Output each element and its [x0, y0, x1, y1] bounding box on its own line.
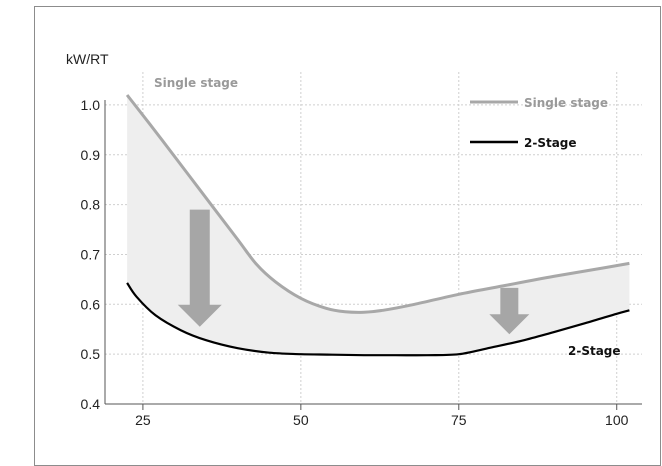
reduction-arrow	[177, 209, 222, 327]
x-tick-label: 25	[135, 412, 151, 428]
single-stage-annotation: Single stage	[154, 76, 238, 90]
y-tick-label: 0.7	[81, 246, 101, 262]
arrow-layer	[177, 209, 530, 335]
y-tick-label: 0.8	[81, 197, 101, 213]
two-stage-line	[126, 282, 630, 357]
x-tick-label: 75	[451, 412, 467, 428]
y-tick-label: 0.9	[81, 147, 101, 163]
x-tick-label: 100	[605, 412, 629, 428]
chart-canvas: 1.0 0.9 0.8 0.7 0.6 0.5 0.4 25 50 75 100 Single st…	[34, 6, 661, 466]
legend: Single stage 2-Stage	[470, 96, 608, 150]
x-tick-label: 50	[293, 412, 309, 428]
y-tick-label: 0.4	[81, 396, 101, 412]
single-stage-line	[125, 94, 630, 314]
y-tick-label: 0.6	[81, 296, 101, 312]
axis-layer: 1.0 0.9 0.8 0.7 0.6 0.5 0.4 25 50 75 100	[81, 97, 642, 428]
y-axis-label: kW/RT	[66, 51, 109, 67]
y-tick-label: 1.0	[81, 97, 101, 113]
chart-svg: 1.0 0.9 0.8 0.7 0.6 0.5 0.4 25 50 75 100 Single st…	[66, 51, 642, 428]
reduction-arrow	[489, 287, 530, 335]
series-layer	[125, 94, 630, 357]
y-tick-label: 0.5	[81, 346, 101, 362]
legend-label-two-stage: 2-Stage	[524, 136, 577, 150]
legend-label-single-stage: Single stage	[524, 96, 608, 110]
two-stage-annotation: 2-Stage	[568, 344, 621, 358]
